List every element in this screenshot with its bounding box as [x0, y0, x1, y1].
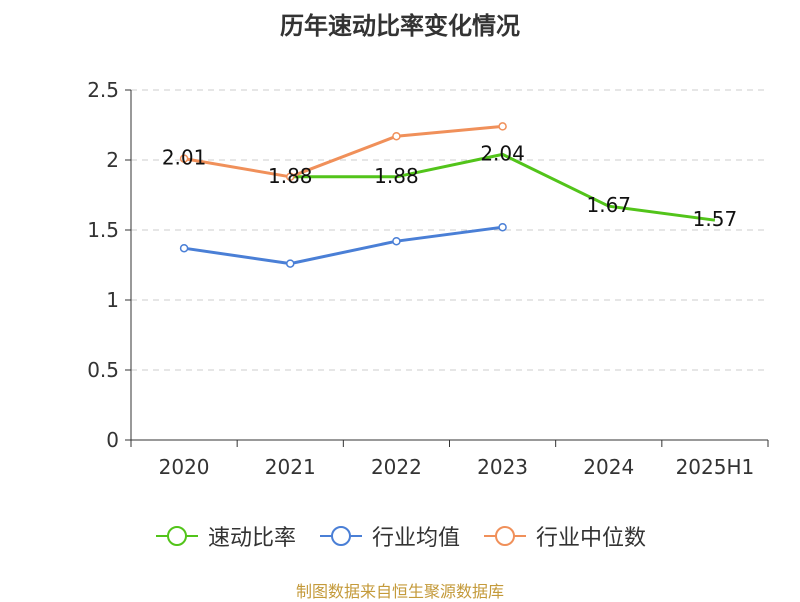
data-label: 2.04 [480, 141, 525, 165]
legend-label: 行业均值 [371, 526, 460, 551]
source-note: 制图数据来自恒生聚源数据库 [295, 582, 504, 601]
series-line [290, 152, 716, 222]
data-labels: 1.88 1.88 2.04 1.67 1.57 2.01 [162, 141, 737, 231]
series-line [183, 225, 503, 266]
chart-title: 历年速动比率变化情况 [280, 12, 520, 40]
y-tick-label: 0.5 [87, 358, 119, 382]
legend: 速动比率 行业均值 行业中位数 [0, 520, 800, 552]
grid-lines [131, 89, 768, 371]
legend-item[interactable]: 速动比率 [154, 520, 296, 552]
y-tick-label: 0 [106, 428, 119, 452]
x-tick-label: 2024 [583, 455, 634, 479]
axes: 0 0.5 1 1.5 2 2.5 2020 2021 2022 2023 2024 2025H1 [87, 78, 769, 479]
data-point [179, 243, 189, 253]
data-point [286, 259, 295, 268]
x-tick-label: 2021 [265, 455, 316, 479]
data-label: 2.01 [162, 146, 207, 170]
x-tick-label: 2025H1 [676, 455, 755, 479]
legend-swatch-icon [484, 526, 526, 546]
y-tick-label: 1 [106, 288, 119, 312]
data-point [392, 236, 401, 246]
data-point [179, 154, 189, 163]
legend-item[interactable]: 行业均值 [318, 520, 460, 552]
legend-label: 行业中位数 [536, 526, 647, 551]
data-label: 1.88 [374, 164, 419, 188]
y-tick-label: 2.5 [87, 78, 119, 102]
data-point [392, 131, 401, 141]
legend-swatch-icon [155, 526, 198, 546]
y-tick-label: 2 [106, 148, 119, 172]
legend-label: 速动比率 [207, 526, 296, 551]
data-label: 1.57 [693, 207, 738, 231]
series-line [183, 124, 503, 179]
x-tick-label: 2022 [371, 455, 422, 479]
legend-item[interactable]: 行业中位数 [482, 520, 646, 552]
y-tick-label: 1.5 [87, 218, 119, 242]
x-tick-label: 2020 [159, 455, 210, 479]
data-point [286, 172, 295, 182]
data-label: 1.67 [586, 193, 631, 217]
data-point [498, 222, 507, 232]
legend-swatch-icon [319, 526, 362, 546]
x-tick-label: 2023 [477, 455, 528, 479]
data-point [498, 122, 507, 131]
data-label: 1.88 [268, 164, 313, 188]
series-lines [179, 122, 716, 268]
